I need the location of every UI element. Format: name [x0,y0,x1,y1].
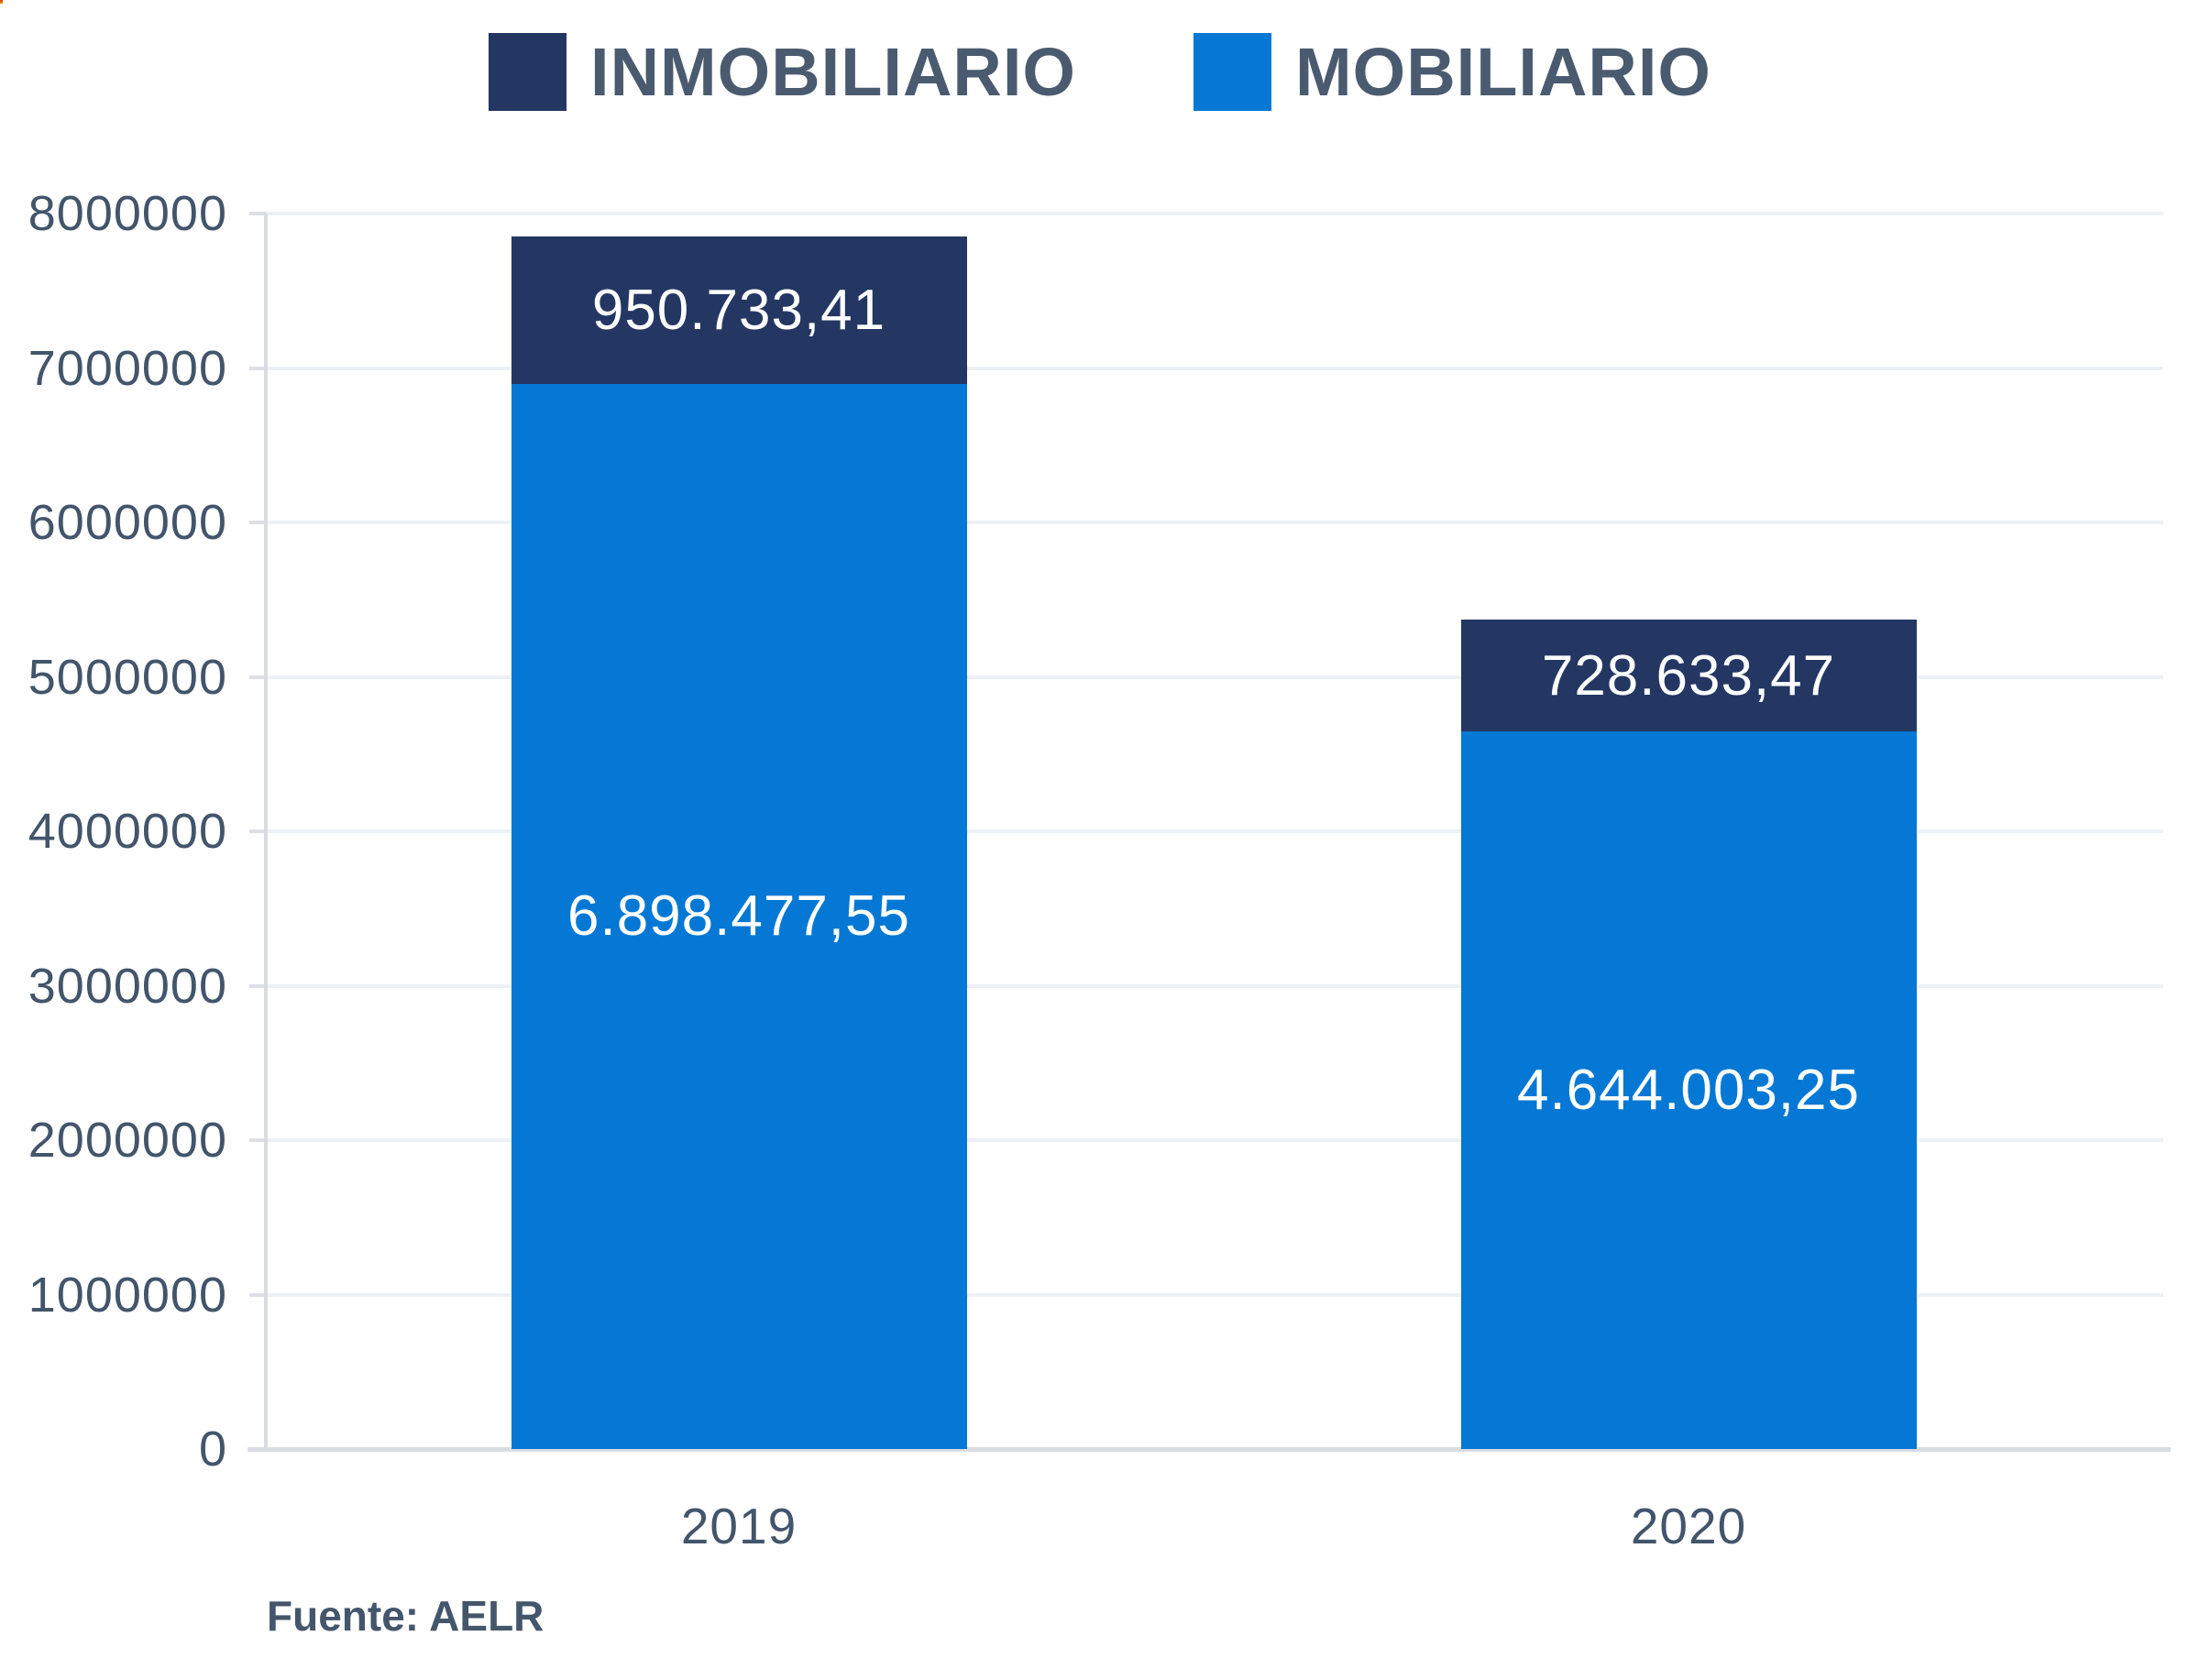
gridline-3000000 [266,983,2163,988]
y-axis-line [264,214,268,1449]
gridline-8000000 [266,212,2163,215]
legend-item-inmobiliario[interactable]: INMOBILIARIO [489,33,1076,111]
legend-label-inmobiliario: INMOBILIARIO [590,34,1076,110]
legend-swatch-inmobiliario [489,33,567,111]
x-category-label-2020: 2020 [1630,1498,1747,1554]
y-tick-1000000 [249,1292,266,1297]
gridline-7000000 [266,366,2163,370]
y-tick-5000000 [249,675,266,679]
bar-value-label: 6.898.477,55 [566,884,910,949]
y-tick-4000000 [249,829,266,833]
y-tick-8000000 [249,212,266,215]
chart-legend: INMOBILIARIO MOBILIARIO [0,33,2200,111]
gridline-1000000 [266,1292,2163,1297]
gridline-5000000 [266,675,2163,679]
bar-segment-inmobiliario-2019: 950.733,41 [511,236,967,384]
gridline-6000000 [266,521,2163,524]
source-note: Fuente: AELR [267,1592,544,1640]
screen-artifact-dot [0,0,3,4]
y-tick-label-8000000: 8000000 [28,186,227,241]
bar-segment-mobiliario-2020: 4.644.003,25 [1460,731,1917,1449]
y-tick-3000000 [249,983,266,988]
y-tick-label-5000000: 5000000 [28,649,227,705]
y-tick-label-6000000: 6000000 [28,495,227,550]
legend-label-mobiliario: MOBILIARIO [1295,34,1711,110]
y-tick-2000000 [249,1138,266,1142]
bar-value-label: 4.644.003,25 [1516,1059,1860,1123]
bar-value-label: 950.733,41 [591,279,886,342]
y-tick-label-3000000: 3000000 [28,958,227,1014]
gridline-4000000 [266,829,2163,833]
y-tick-label-2000000: 2000000 [28,1113,227,1168]
legend-item-mobiliario[interactable]: MOBILIARIO [1194,33,1711,111]
x-axis-line [248,1447,2171,1452]
y-tick-label-4000000: 4000000 [28,804,227,859]
y-tick-7000000 [249,366,266,370]
bar-segment-inmobiliario-2020: 728.633,47 [1460,619,1917,732]
bar-segment-mobiliario-2019: 6.898.477,55 [511,383,967,1449]
y-tick-6000000 [249,521,266,524]
y-tick-label-7000000: 7000000 [28,340,227,396]
y-tick-label-1000000: 1000000 [28,1267,227,1323]
bar-value-label: 728.633,47 [1541,643,1836,708]
x-category-label-2019: 2019 [680,1498,798,1554]
y-tick-label-0: 0 [198,1422,227,1477]
legend-swatch-mobiliario [1194,33,1271,111]
gridline-2000000 [266,1138,2163,1142]
